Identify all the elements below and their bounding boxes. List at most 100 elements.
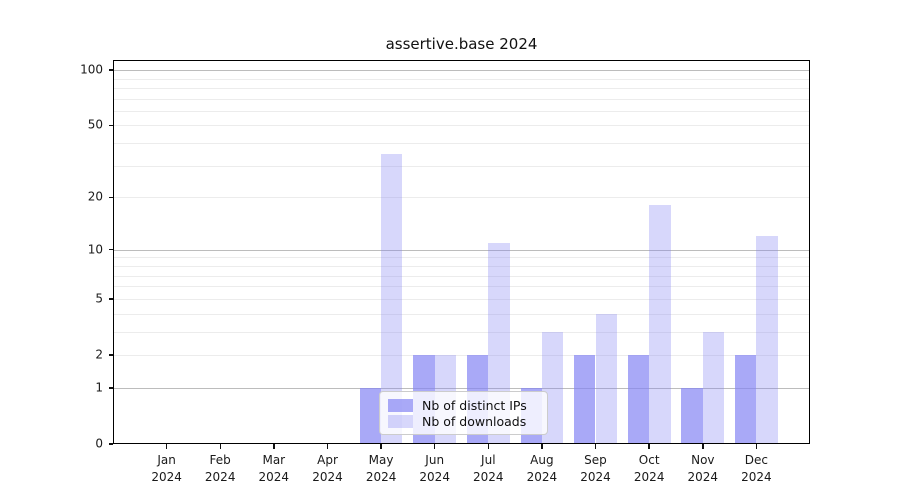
gridline-minor — [113, 110, 810, 112]
x-tick-label-month: May — [368, 453, 394, 467]
x-tick-label: Feb 2024 — [205, 452, 236, 485]
x-tick-label: Sep 2024 — [580, 452, 611, 485]
x-tick-mark — [702, 444, 704, 449]
x-tick-label: Jul 2024 — [473, 452, 504, 485]
x-tick-mark — [487, 444, 490, 449]
x-tick-mark — [380, 444, 382, 449]
x-tick-mark — [648, 444, 650, 449]
y-axis-tick-marks — [109, 60, 113, 445]
x-tick-label-year: 2024 — [312, 469, 343, 484]
x-tick-label-year: 2024 — [580, 469, 611, 484]
x-tick-label: Mar 2024 — [259, 452, 290, 485]
bar-distinct-ips — [359, 387, 382, 444]
bar-distinct-ips — [574, 355, 596, 444]
gridline-minor — [113, 331, 810, 333]
x-tick-label: Apr 2024 — [312, 452, 343, 485]
x-tick-label-month: Sep — [584, 453, 607, 467]
x-tick-mark — [541, 444, 543, 449]
x-tick-label-month: Jul — [481, 453, 496, 467]
x-tick-label-year: 2024 — [419, 469, 450, 484]
x-tick-label-year: 2024 — [151, 469, 182, 484]
y-tick-mark — [109, 69, 113, 71]
legend-item-downloads: Nb of downloads — [388, 413, 539, 429]
x-tick-label-year: 2024 — [365, 469, 397, 484]
x-tick-label-year: 2024 — [258, 469, 290, 484]
chart-title: assertive.base 2024 — [385, 35, 538, 53]
bars-layer — [113, 60, 810, 444]
x-tick-label: Oct 2024 — [634, 452, 665, 485]
gridline-minor — [113, 197, 810, 199]
gridline-minor — [113, 87, 810, 89]
x-tick-label-month: Oct — [638, 453, 660, 467]
plot-area: Nb of distinct IPs Nb of downloads — [113, 60, 810, 444]
gridline-minor — [113, 98, 810, 100]
x-tick-label: Jan 2024 — [151, 452, 182, 485]
x-tick-mark — [219, 444, 221, 449]
legend-item-distinct-ips: Nb of distinct IPs — [388, 397, 539, 413]
bar-distinct-ips — [681, 387, 703, 444]
y-axis-tick-labels: 0 1 2 5 10 20 50 100 — [0, 60, 103, 451]
y-tick-label: 2 — [95, 347, 103, 362]
x-tick-mark — [273, 444, 275, 449]
gridline-major — [113, 249, 810, 251]
gridline-minor — [113, 355, 810, 356]
x-tick-label-year: 2024 — [473, 469, 504, 484]
legend-swatch-downloads — [388, 414, 413, 428]
legend: Nb of distinct IPs Nb of downloads — [379, 391, 548, 435]
grid-layer — [113, 60, 810, 444]
x-axis-tick-marks — [113, 444, 810, 450]
x-axis-tick-labels: Jan 2024 Feb 2024 Mar 2024 Apr 2024 May 2024 Jun 20… — [113, 452, 810, 492]
y-tick-mark — [109, 298, 113, 300]
y-tick-mark — [109, 124, 113, 127]
x-tick-label: Jun 2024 — [419, 452, 450, 485]
x-tick-label: May 2024 — [366, 452, 397, 485]
y-tick-label: 100 — [80, 62, 103, 77]
x-tick-label-month: Feb — [209, 453, 231, 467]
bar-distinct-ips — [627, 355, 650, 444]
y-tick-mark — [109, 354, 113, 356]
x-tick-label-month: Nov — [691, 453, 715, 467]
x-tick-label-year: 2024 — [633, 469, 665, 484]
gridline-major — [113, 70, 810, 71]
gridline-major — [113, 387, 810, 389]
y-tick-label: 0 — [95, 436, 103, 451]
y-tick-label: 20 — [87, 190, 103, 205]
bar-downloads — [649, 205, 671, 444]
x-tick-label-month: Dec — [744, 453, 769, 467]
bar-distinct-ips — [735, 355, 757, 444]
bar-downloads — [381, 153, 403, 444]
y-tick-mark — [109, 248, 113, 251]
x-tick-mark — [326, 444, 329, 449]
x-tick-mark — [594, 444, 597, 449]
y-tick-label: 50 — [87, 118, 103, 133]
legend-label-distinct-ips: Nb of distinct IPs — [422, 397, 527, 413]
x-tick-mark — [165, 444, 168, 449]
x-tick-label-month: Mar — [262, 453, 286, 467]
y-tick-mark — [109, 196, 113, 198]
gridline-minor — [113, 143, 810, 145]
x-tick-label-month: Jan — [157, 453, 176, 467]
x-tick-label-year: 2024 — [204, 469, 236, 484]
gridline-minor — [113, 265, 810, 267]
legend-label-downloads: Nb of downloads — [422, 413, 527, 429]
x-tick-label: Nov 2024 — [688, 452, 719, 485]
x-tick-mark — [755, 444, 758, 449]
gridline-minor — [113, 78, 810, 80]
x-tick-label-year: 2024 — [687, 469, 719, 484]
gridline-minor — [113, 165, 810, 167]
y-tick-label: 5 — [95, 291, 103, 306]
bar-downloads — [702, 331, 725, 444]
gridline-minor — [113, 275, 810, 277]
x-tick-label-month: Apr — [317, 453, 338, 467]
gridline-minor — [113, 257, 810, 259]
x-tick-label-year: 2024 — [741, 469, 772, 484]
gridline-minor — [113, 298, 810, 300]
gridline-minor — [113, 125, 810, 127]
x-tick-label-year: 2024 — [526, 469, 558, 484]
y-tick-label: 1 — [95, 380, 103, 395]
x-tick-label: Aug 2024 — [527, 452, 558, 485]
y-tick-label: 10 — [87, 242, 103, 257]
bar-downloads — [595, 313, 617, 444]
y-tick-mark — [109, 387, 113, 389]
